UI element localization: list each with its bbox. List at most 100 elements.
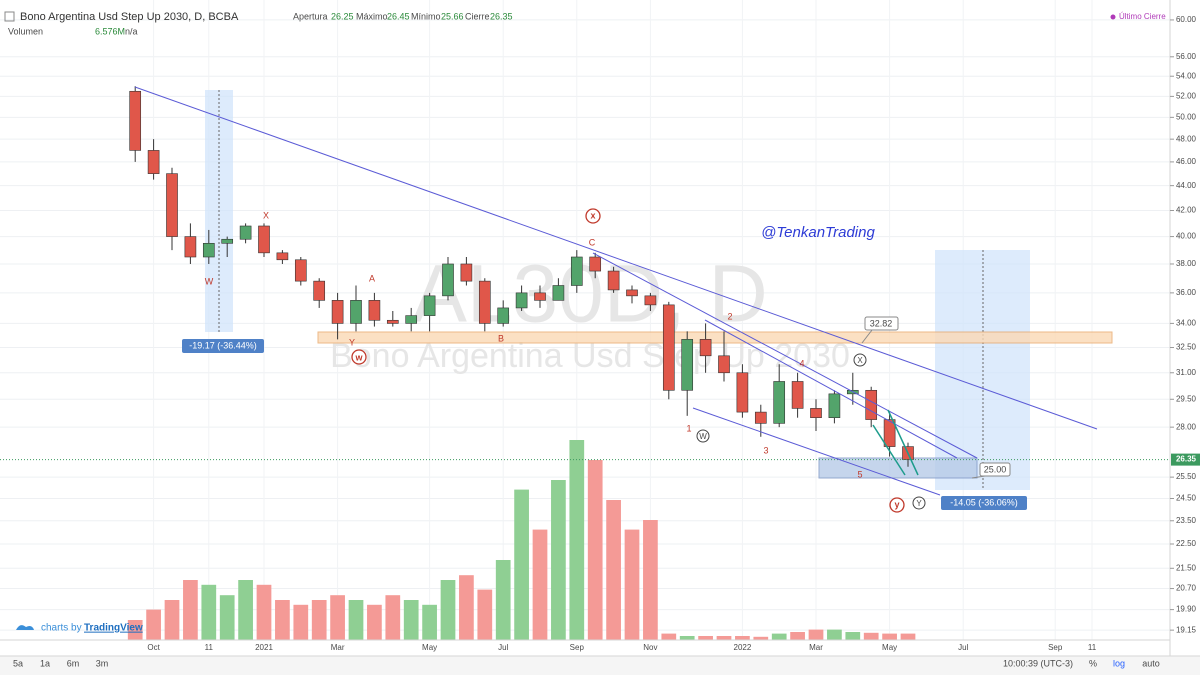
volume-bar <box>440 580 456 640</box>
legend: Último Cierre <box>1119 12 1166 21</box>
volume-bar <box>146 609 161 640</box>
wave-label: C <box>589 237 596 247</box>
candle-body <box>258 225 270 254</box>
collapse-icon[interactable] <box>4 11 15 22</box>
wave-label: x <box>590 210 595 220</box>
x-tick-label: 11 <box>1088 643 1097 652</box>
callout-line <box>861 329 873 344</box>
wave-label: Y <box>349 337 355 347</box>
y-tick-label: 50.00 <box>1176 112 1197 121</box>
volume-bar <box>275 600 290 640</box>
volume-bar <box>164 600 180 640</box>
brand-link[interactable]: TradingView <box>84 623 143 634</box>
volume-bar <box>790 632 805 640</box>
volume-bar <box>845 632 861 640</box>
volume-bar <box>863 632 879 640</box>
range-button[interactable]: 6m <box>67 658 80 668</box>
ohlc-value: 26.25 <box>331 11 354 21</box>
trend-line <box>692 407 941 496</box>
volume-bar <box>900 633 916 640</box>
option-button[interactable]: log <box>1113 658 1125 668</box>
volume-bar <box>238 580 253 640</box>
wave-label: y <box>894 499 899 509</box>
legend-dot <box>1110 14 1116 20</box>
y-tick-label: 23.50 <box>1176 516 1197 525</box>
candle-body <box>478 280 491 324</box>
candle-body <box>699 339 712 357</box>
trend-line <box>704 319 958 459</box>
volume-bar <box>293 604 309 640</box>
wave-label: 4 <box>799 358 804 368</box>
range-button[interactable]: 3m <box>96 658 109 668</box>
wave-label: A <box>369 273 375 283</box>
candle-body <box>221 238 234 244</box>
candle-body <box>423 295 436 316</box>
volume-bar <box>698 636 713 640</box>
wave-label: 1 <box>686 423 691 433</box>
volume-bar <box>385 595 401 640</box>
x-tick-label: 11 <box>205 643 214 652</box>
ohlc-value: 26.35 <box>490 11 513 21</box>
candle-body <box>184 236 197 258</box>
wedge-line <box>887 409 919 476</box>
volume-bar <box>771 633 787 640</box>
option-button[interactable]: auto <box>1142 658 1160 668</box>
wave-label: 5 <box>857 469 862 479</box>
zone <box>317 331 1113 344</box>
x-tick-label: Jul <box>958 643 968 652</box>
x-tick-label: Oct <box>147 643 160 652</box>
wave-circle <box>351 349 367 365</box>
volume-bar <box>679 636 695 640</box>
volume-bar <box>827 629 842 640</box>
range-button[interactable]: 5a <box>13 658 23 668</box>
y-tick-label: 52.00 <box>1176 91 1197 100</box>
candle-body <box>626 289 638 297</box>
y-tick-label: 42.00 <box>1176 206 1197 215</box>
y-tick-label: 22.50 <box>1176 539 1197 548</box>
measure-label: -19.17 (-36.44%) <box>189 340 257 350</box>
volume-label: Volumen <box>8 26 43 36</box>
brand-logo <box>16 625 34 630</box>
candle-body <box>166 173 178 237</box>
volume-bar <box>459 575 474 640</box>
x-tick-label: 2022 <box>734 643 752 652</box>
measure-label-bg <box>941 496 1027 510</box>
circles <box>351 208 905 513</box>
candle-body <box>405 315 418 324</box>
clock: 10:00:39 (UTC-3) <box>1003 658 1073 668</box>
y-tick-label: 28.00 <box>1176 422 1197 431</box>
candle-body <box>736 372 749 413</box>
candle-body <box>865 389 878 420</box>
callout: 32.82 <box>870 318 893 328</box>
x-tick-label: Mar <box>809 643 823 652</box>
y-tick-label: 25.50 <box>1176 472 1197 481</box>
range-button[interactable]: 1a <box>40 658 50 668</box>
candle-body <box>589 256 602 272</box>
volume-bar <box>882 633 897 640</box>
volume-value: 6.576M <box>95 26 125 36</box>
candle-body <box>810 408 822 418</box>
candle-body <box>313 280 326 301</box>
wave-circle <box>853 353 867 367</box>
y-tick-label: 20.70 <box>1176 584 1197 593</box>
candle-body <box>368 300 381 321</box>
volume-bar <box>183 580 198 640</box>
circles <box>696 353 926 510</box>
volume-bar <box>514 489 529 640</box>
symbol-title: Bono Argentina Usd Step Up 2030, D, BCBA <box>20 11 239 23</box>
candle-body <box>350 300 362 324</box>
option-button[interactable]: % <box>1089 658 1097 668</box>
volume-bar <box>551 480 566 640</box>
y-tick-label: 60.00 <box>1176 15 1197 24</box>
volume-bar <box>330 595 345 640</box>
x-tick-label: May <box>422 643 437 652</box>
candle-body <box>497 307 510 324</box>
wave-label: X <box>857 356 863 365</box>
zone <box>818 457 978 479</box>
wave-label: W <box>205 276 214 286</box>
candle-body <box>644 295 657 306</box>
trend-line <box>592 252 978 459</box>
candle-body <box>607 270 620 291</box>
volume-bar <box>661 633 677 640</box>
